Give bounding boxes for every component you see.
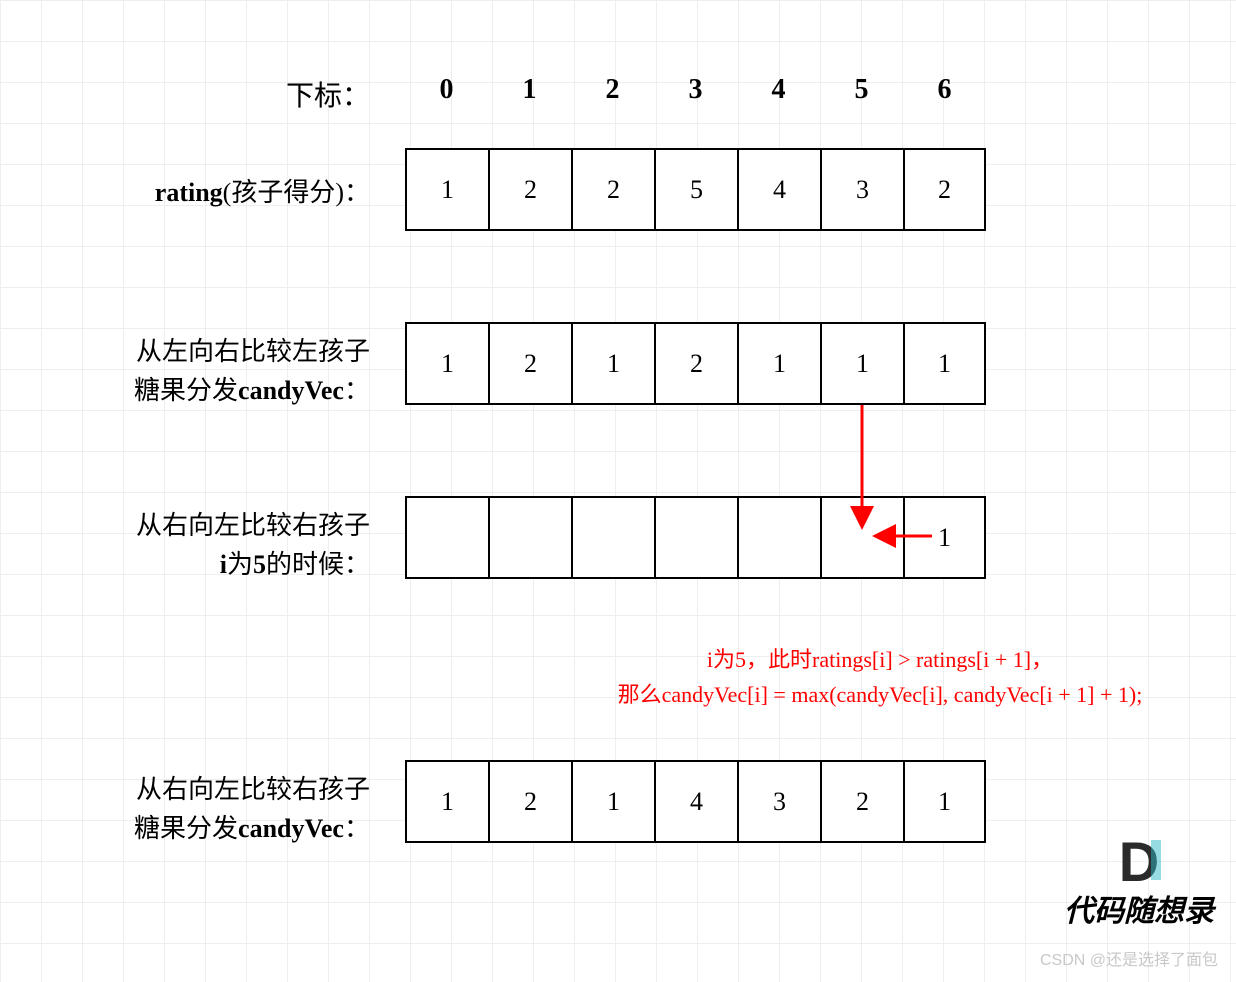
ltr-array: 1 2 1 2 1 1 1 xyxy=(405,322,986,405)
array-cell: 4 xyxy=(654,760,737,843)
rtl-i5-label: 从右向左比较右孩子 i为5的时候： xyxy=(0,506,370,584)
logo-letter-icon: D xyxy=(1119,834,1159,890)
array-cell: 2 xyxy=(488,760,571,843)
array-cell xyxy=(737,496,820,579)
array-cell: 1 xyxy=(737,322,820,405)
ltr-label-line2: 糖果分发candyVec： xyxy=(134,376,370,405)
diagram-canvas: 下标： 0 1 2 3 4 5 6 rating(孩子得分)： 1 2 2 5 … xyxy=(0,0,1236,982)
rtl-i5-label-line2: i为5的时候： xyxy=(220,550,370,579)
explanation-line1: i为5，此时ratings[i] > ratings[i + 1]， xyxy=(707,647,1053,672)
explanation-line2: 那么candyVec[i] = max(candyVec[i], candyVe… xyxy=(618,682,1143,707)
array-cell: 2 xyxy=(654,322,737,405)
index-cell: 2 xyxy=(571,74,654,106)
rtl-final-label: 从右向左比较右孩子 糖果分发candyVec： xyxy=(0,770,370,848)
array-cell: 1 xyxy=(571,760,654,843)
index-cell: 1 xyxy=(488,74,571,106)
array-cell: 3 xyxy=(737,760,820,843)
index-cell: 0 xyxy=(405,74,488,106)
array-cell: 1 xyxy=(903,322,986,405)
array-cell: 3 xyxy=(820,148,903,231)
array-cell: 1 xyxy=(571,322,654,405)
index-cell: 5 xyxy=(820,74,903,106)
array-cell: 2 xyxy=(571,148,654,231)
array-cell: 1 xyxy=(405,322,488,405)
index-row: 0 1 2 3 4 5 6 xyxy=(405,74,986,106)
index-label: 下标： xyxy=(0,74,370,114)
watermark: CSDN @还是选择了面包 xyxy=(1040,946,1218,970)
array-cell: 1 xyxy=(903,760,986,843)
array-cell: 1 xyxy=(820,322,903,405)
logo: D 代码随想录 xyxy=(1064,834,1214,930)
explanation-text: i为5，此时ratings[i] > ratings[i + 1]， 那么can… xyxy=(560,642,1200,712)
array-cell xyxy=(820,496,903,579)
index-cell: 6 xyxy=(903,74,986,106)
array-cell: 2 xyxy=(820,760,903,843)
index-cell: 3 xyxy=(654,74,737,106)
rating-array: 1 2 2 5 4 3 2 xyxy=(405,148,986,231)
rtl-final-label-line2: 糖果分发candyVec： xyxy=(134,814,370,843)
rtl-i5-label-line1: 从右向左比较右孩子 xyxy=(136,511,370,540)
array-cell xyxy=(654,496,737,579)
ltr-label-line1: 从左向右比较左孩子 xyxy=(136,337,370,366)
array-cell: 1 xyxy=(405,148,488,231)
array-cell: 4 xyxy=(737,148,820,231)
index-cell: 4 xyxy=(737,74,820,106)
array-cell: 2 xyxy=(488,322,571,405)
array-cell xyxy=(405,496,488,579)
rtl-final-array: 1 2 1 4 3 2 1 xyxy=(405,760,986,843)
array-cell xyxy=(571,496,654,579)
rtl-i5-array: 1 xyxy=(405,496,986,579)
array-cell: 1 xyxy=(903,496,986,579)
array-cell: 5 xyxy=(654,148,737,231)
array-cell: 1 xyxy=(405,760,488,843)
array-cell: 2 xyxy=(903,148,986,231)
array-cell: 2 xyxy=(488,148,571,231)
array-cell xyxy=(488,496,571,579)
ltr-label: 从左向右比较左孩子 糖果分发candyVec： xyxy=(0,332,370,410)
rtl-final-label-line1: 从右向左比较右孩子 xyxy=(136,775,370,804)
rating-label: rating(孩子得分)： xyxy=(0,172,370,209)
